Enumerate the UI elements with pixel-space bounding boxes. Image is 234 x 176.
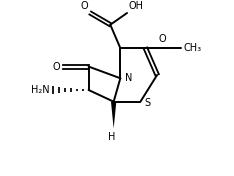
Text: H: H <box>108 132 116 142</box>
Text: S: S <box>145 98 151 108</box>
Polygon shape <box>111 102 116 128</box>
Text: O: O <box>52 62 60 72</box>
Text: N: N <box>124 73 132 83</box>
Text: O: O <box>158 34 166 44</box>
Text: O: O <box>81 1 88 11</box>
Text: H₂N: H₂N <box>31 85 50 95</box>
Text: OH: OH <box>129 1 144 11</box>
Text: CH₃: CH₃ <box>184 43 202 53</box>
